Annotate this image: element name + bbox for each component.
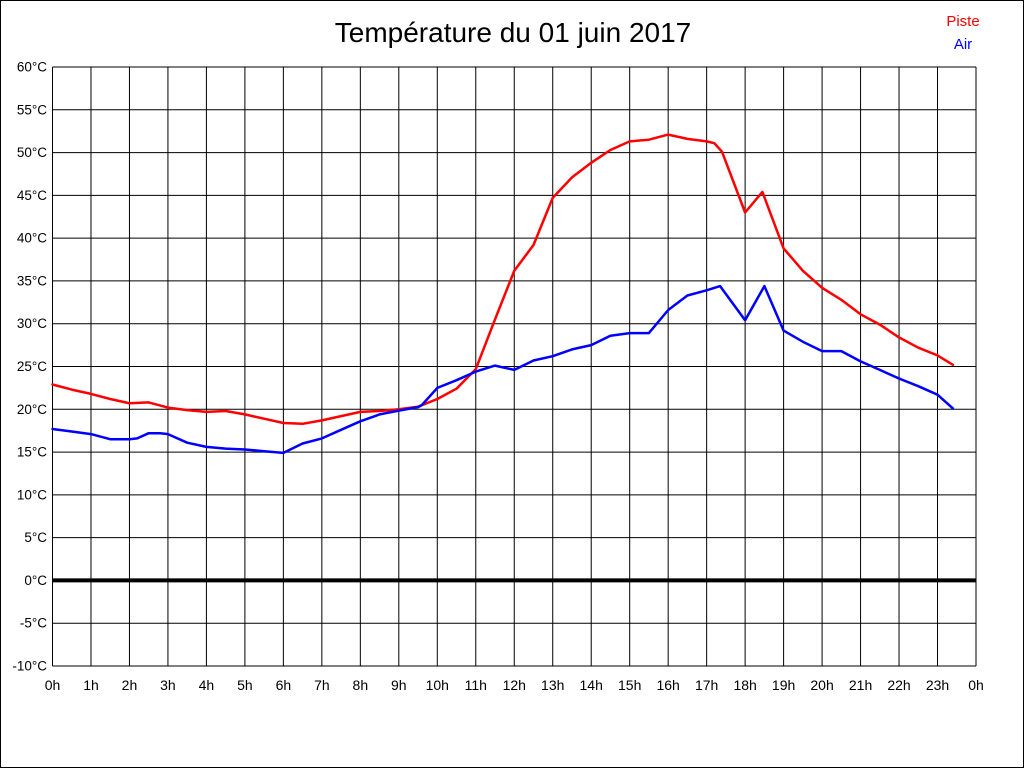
svg-text:35°C: 35°C bbox=[17, 273, 47, 288]
svg-text:25°C: 25°C bbox=[17, 359, 47, 374]
svg-text:2h: 2h bbox=[122, 677, 138, 693]
svg-text:19h: 19h bbox=[772, 677, 795, 693]
svg-text:-10°C: -10°C bbox=[12, 659, 47, 674]
svg-text:40°C: 40°C bbox=[17, 231, 47, 246]
svg-text:60°C: 60°C bbox=[17, 60, 47, 75]
legend: Piste Air bbox=[901, 10, 1023, 56]
series-piste-line bbox=[51, 133, 955, 426]
y-axis-labels: 60°C 55°C 50°C 45°C 40°C 35°C 30°C 25°C 20°C 15°C… bbox=[12, 60, 47, 674]
svg-text:1h: 1h bbox=[83, 677, 99, 693]
svg-text:23h: 23h bbox=[926, 677, 949, 693]
svg-text:7h: 7h bbox=[314, 677, 330, 693]
svg-text:21h: 21h bbox=[849, 677, 872, 693]
svg-text:3h: 3h bbox=[160, 677, 176, 693]
svg-text:10h: 10h bbox=[426, 677, 449, 693]
x-axis-labels: 0h 1h 2h 3h 4h 5h 6h 7h 8h 9h 10h 11h 12h 13h 14h 15h 16… bbox=[45, 677, 984, 693]
svg-text:50°C: 50°C bbox=[17, 145, 47, 160]
svg-text:12h: 12h bbox=[503, 677, 526, 693]
svg-text:45°C: 45°C bbox=[17, 188, 47, 203]
svg-text:20°C: 20°C bbox=[17, 402, 47, 417]
legend-item-air: Air bbox=[953, 36, 973, 53]
svg-text:0°C: 0°C bbox=[24, 573, 47, 588]
svg-text:18h: 18h bbox=[733, 677, 756, 693]
svg-text:16h: 16h bbox=[656, 677, 679, 693]
svg-text:5°C: 5°C bbox=[24, 530, 47, 545]
svg-text:14h: 14h bbox=[580, 677, 603, 693]
svg-text:15h: 15h bbox=[618, 677, 641, 693]
series-air-line bbox=[51, 284, 955, 455]
chart-title: Température du 01 juin 2017 bbox=[334, 17, 692, 48]
svg-text:8h: 8h bbox=[353, 677, 369, 693]
svg-text:55°C: 55°C bbox=[17, 102, 47, 117]
svg-text:-5°C: -5°C bbox=[20, 616, 47, 631]
svg-text:4h: 4h bbox=[199, 677, 215, 693]
svg-text:5h: 5h bbox=[237, 677, 253, 693]
svg-text:10°C: 10°C bbox=[17, 487, 47, 502]
svg-text:20h: 20h bbox=[810, 677, 833, 693]
svg-text:11h: 11h bbox=[465, 677, 487, 693]
legend-item-piste: Piste bbox=[946, 13, 980, 30]
svg-text:6h: 6h bbox=[276, 677, 292, 693]
svg-text:13h: 13h bbox=[541, 677, 564, 693]
svg-text:15°C: 15°C bbox=[17, 445, 47, 460]
svg-text:9h: 9h bbox=[391, 677, 407, 693]
svg-text:0h: 0h bbox=[968, 677, 984, 693]
svg-text:17h: 17h bbox=[695, 677, 718, 693]
svg-text:0h: 0h bbox=[45, 677, 61, 693]
svg-text:30°C: 30°C bbox=[17, 316, 47, 331]
svg-text:22h: 22h bbox=[887, 677, 910, 693]
